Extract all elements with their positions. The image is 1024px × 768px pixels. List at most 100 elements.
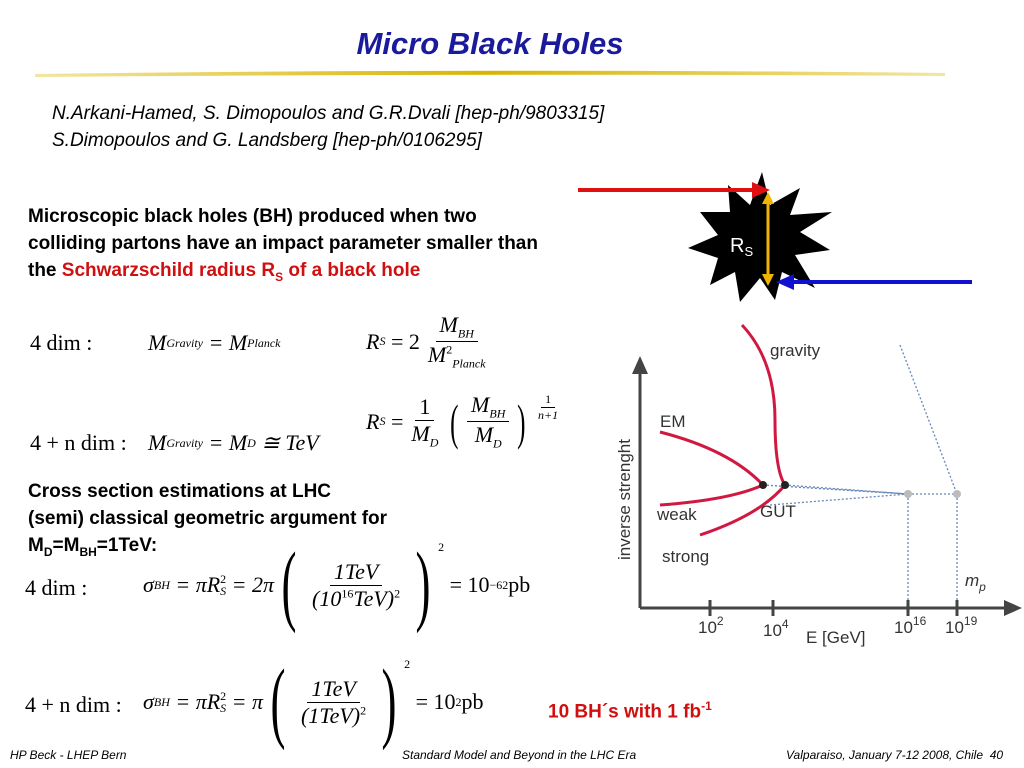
starburst	[688, 172, 832, 302]
footer-center: Standard Model and Beyond in the LHC Era	[402, 748, 637, 762]
text: (1TeV)	[301, 702, 361, 728]
unification-point	[759, 481, 767, 489]
text: M	[28, 535, 44, 556]
text: = 2π	[231, 572, 275, 597]
text: = π	[231, 689, 264, 714]
curve-label: strong	[662, 547, 709, 566]
text: 2	[455, 694, 462, 709]
text: 4	[782, 617, 789, 631]
text: 40	[989, 748, 1004, 762]
text: −62	[489, 577, 509, 592]
text: -1	[701, 699, 712, 713]
x-tick-label: 102	[698, 614, 724, 637]
text: R	[730, 235, 744, 257]
text: ≅ TeV	[261, 430, 319, 455]
text: = πR	[175, 572, 221, 597]
text: Valparaiso, January 7-12 2008, Chile	[786, 748, 984, 762]
intro-text: Microscopic black holes (BH) produced wh…	[28, 206, 538, 281]
equation-label: 4 dim :	[30, 330, 93, 355]
intro: Microscopic black holes (BH) produced wh…	[28, 203, 548, 291]
x-tick-label: 1019	[945, 614, 978, 637]
radius-label: RS	[730, 235, 753, 259]
text: pb	[508, 572, 531, 597]
text: 1	[415, 394, 435, 421]
result: 10 BH´s with 1 fb-1	[548, 693, 712, 725]
text: D	[429, 435, 439, 450]
text: = M	[208, 430, 248, 455]
text: M	[411, 420, 430, 446]
text: =1TeV:	[96, 535, 158, 556]
text: n+1	[538, 408, 559, 422]
text: BH	[489, 406, 506, 421]
text: (semi) classical geometric argument for	[28, 508, 388, 529]
text: S	[275, 269, 284, 284]
text: 1TeV	[311, 675, 356, 701]
text: 2	[360, 703, 367, 718]
reference: S.Dimopoulos and G. Landsberg [hep-ph/01…	[52, 130, 482, 151]
text: M	[427, 342, 447, 368]
text: 2	[220, 689, 227, 703]
coupling-curves	[659, 323, 787, 537]
text: 10	[763, 621, 782, 640]
footer-right: Valparaiso, January 7-12 2008, Chile 40	[786, 748, 1003, 762]
planck-label: mp	[965, 571, 986, 594]
text: = πR	[175, 689, 221, 714]
radius-arrowhead	[762, 192, 774, 204]
text: 10	[894, 618, 913, 637]
text: 10 BH´s with 1 fb	[548, 701, 702, 723]
equation: σ BH = πR 2 S = π(1TeV (1TeV)2) 2 = 10 2 pb	[143, 652, 484, 751]
x-arrow	[1004, 600, 1022, 616]
cross-section-text: Cross section estimations at LHC (semi) c…	[28, 478, 387, 566]
text: 16	[341, 586, 354, 601]
intro-tail: of a black hole	[283, 260, 421, 281]
text: = 10	[449, 572, 490, 597]
blue-arrowhead	[776, 274, 794, 290]
text: =M	[52, 535, 80, 556]
text: R	[366, 408, 380, 434]
equation: σ BH = πR 2 S = 2π(1TeV (1016TeV)2) 2 = 10 −62…	[143, 535, 531, 634]
text: M	[439, 312, 458, 337]
text: σ	[143, 689, 154, 714]
text: Planck	[247, 335, 281, 350]
text: S	[220, 701, 227, 715]
text: = 10	[415, 689, 456, 714]
text: Schwarzschild radius R	[61, 260, 276, 281]
text: D	[247, 435, 256, 450]
text: 2	[438, 540, 445, 554]
unification-point	[953, 490, 961, 498]
text: Planck	[452, 356, 486, 371]
text: Gravity	[166, 435, 203, 450]
text: TeV)	[353, 585, 395, 611]
text: S	[379, 334, 386, 349]
equation-label: 4 dim :	[25, 575, 88, 600]
text: Cross section estimations at LHC	[28, 481, 332, 502]
text: 2	[394, 586, 401, 601]
text: p	[978, 580, 986, 594]
y-axis-label: inverse strenght	[615, 439, 634, 560]
text: S	[220, 584, 227, 598]
x-tick-label: 1016	[894, 614, 927, 637]
unification-point	[904, 490, 912, 498]
intro-highlight: Schwarzschild radius RS	[61, 260, 284, 284]
text: BH	[153, 694, 170, 709]
text: BH	[79, 544, 97, 559]
x-tick-label: 104	[763, 617, 789, 640]
text: BH	[153, 577, 170, 592]
text: D	[493, 436, 502, 451]
curve-label: EM	[660, 412, 686, 431]
text: 2	[220, 572, 227, 586]
text: 1	[541, 392, 556, 408]
title-underline	[35, 70, 945, 77]
text: 1TeV	[333, 558, 379, 584]
text: m	[965, 571, 979, 590]
text: 16	[913, 614, 927, 628]
text: M	[474, 422, 494, 448]
text: σ	[143, 572, 154, 597]
equation-label: 4 + n dim :	[25, 692, 122, 717]
footer-left: HP Beck - LHEP Bern	[10, 748, 127, 762]
